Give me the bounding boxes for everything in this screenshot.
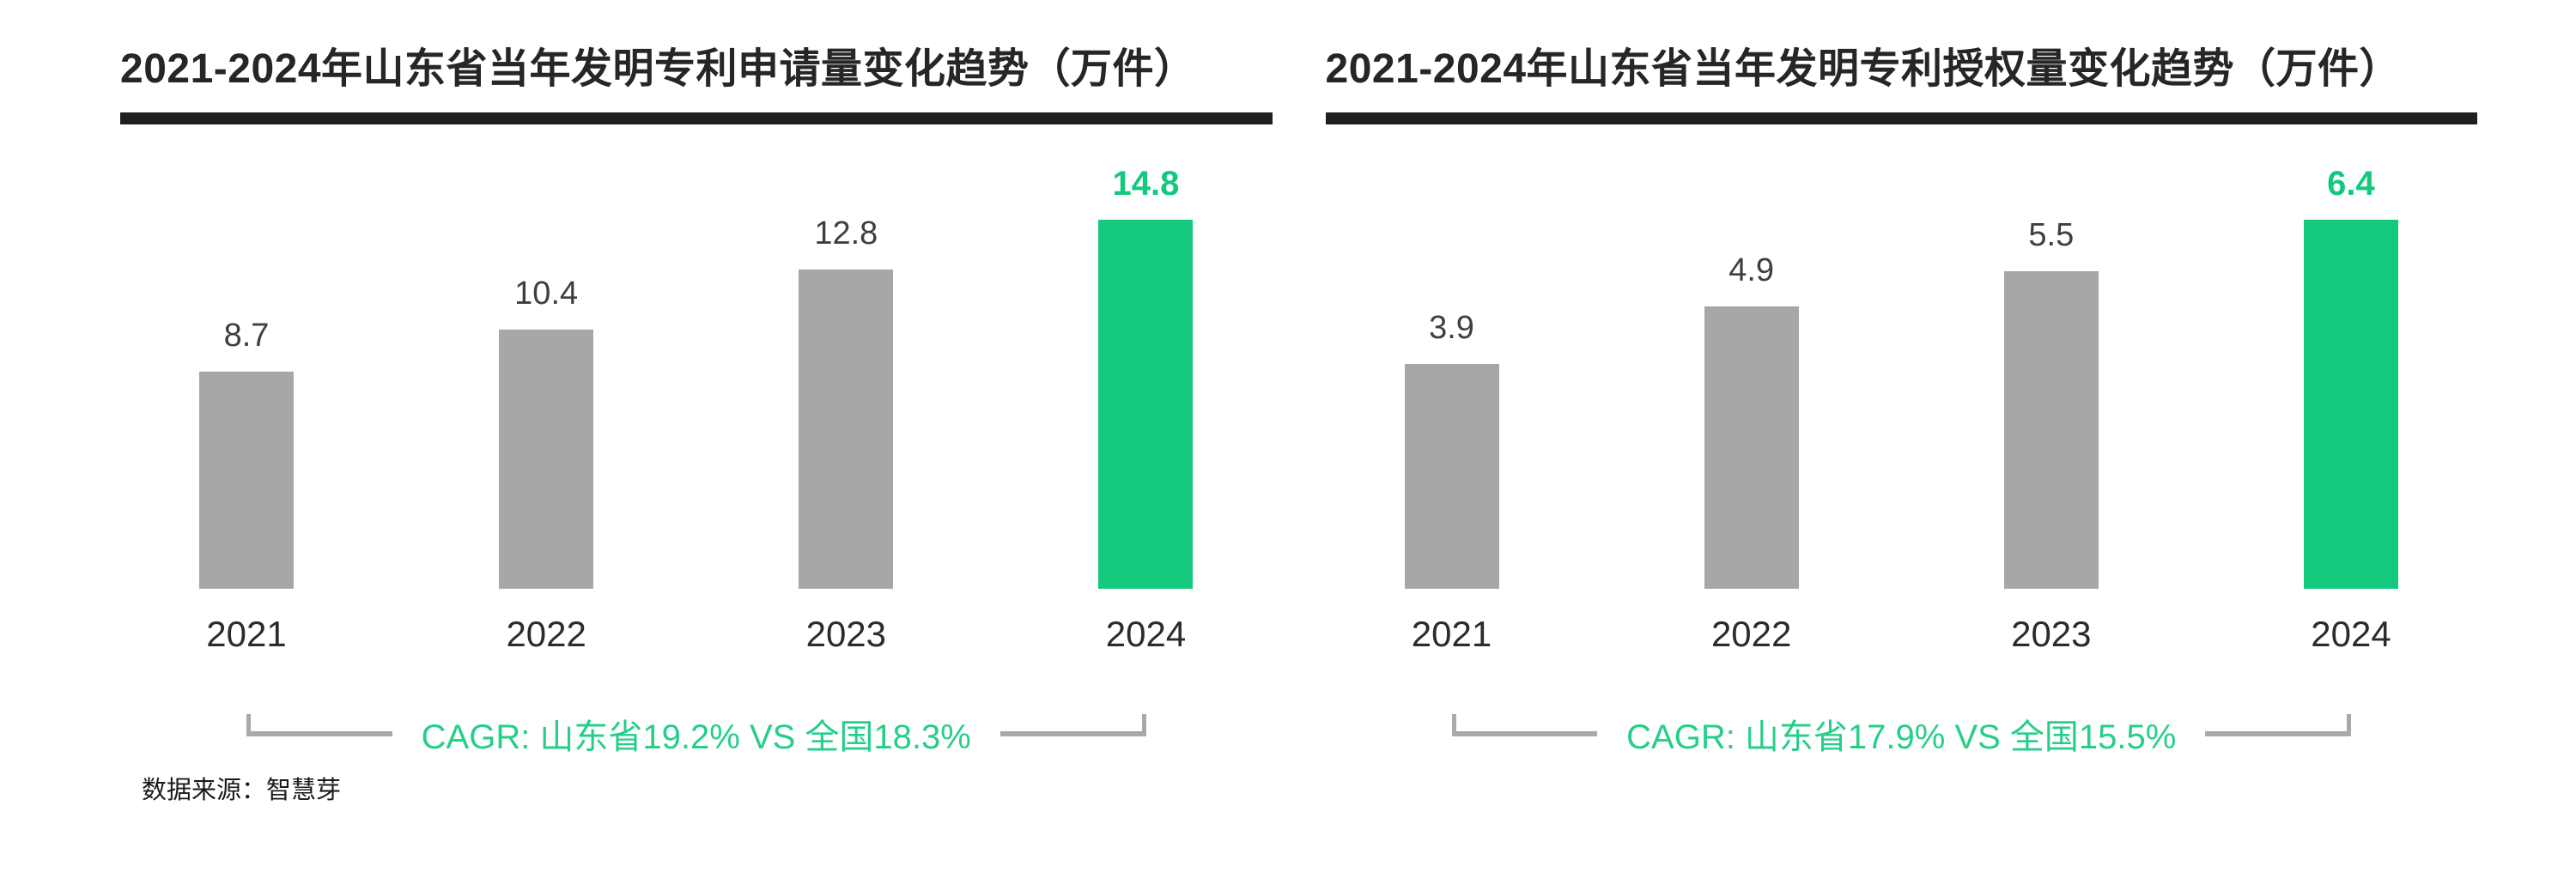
- x-axis-label: 2021: [1411, 614, 1492, 654]
- bar-value-label: 12.8: [814, 215, 878, 251]
- bar-2021: [199, 372, 294, 589]
- patent-application-chart: 2021-2024年山东省当年发明专利申请量变化趋势（万件） 8.7 2021 …: [120, 47, 1273, 758]
- source-note: 数据来源：智慧芽: [142, 777, 342, 804]
- x-axis-label: 2024: [2311, 614, 2391, 654]
- cagr-bracket: CAGR: 山东省19.2% VS 全国18.3%: [246, 710, 1146, 758]
- bracket-right-line: [2205, 731, 2347, 736]
- bar-value-label: 5.5: [2028, 217, 2075, 253]
- charts-container: 2021-2024年山东省当年发明专利申请量变化趋势（万件） 8.7 2021 …: [120, 46, 2478, 758]
- bar-value-label: 14.8: [1112, 165, 1180, 203]
- bracket-right-tick: [1141, 714, 1146, 736]
- bracket-left-tick: [246, 714, 251, 736]
- cagr-label: CAGR: 山东省17.9% VS 全国15.5%: [1626, 718, 2177, 756]
- bracket-left-line: [1455, 731, 1598, 736]
- bracket-left-tick: [1451, 714, 1456, 736]
- title-underline: [120, 112, 1273, 124]
- bar-group-2023: 5.5 2023: [2003, 216, 2099, 654]
- chart-title-grants: 2021-2024年山东省当年发明专利授权量变化趋势（万件）: [1325, 46, 2402, 92]
- bar-value-label: 10.4: [514, 276, 579, 312]
- bar-2023: [799, 269, 894, 589]
- bar-plot-area: 3.9 2021 4.9 2022 5.5 2023 6.4 2024: [1326, 124, 2478, 654]
- x-axis-label: 2022: [506, 614, 586, 654]
- bar-group-2021: 8.7 2021: [199, 317, 294, 654]
- bracket-right-line: [999, 731, 1142, 736]
- bracket-right-tick: [2347, 714, 2351, 736]
- bar-plot-area: 8.7 2021 10.4 2022 12.8 2023 14.8 2024: [120, 124, 1273, 654]
- bar-group-2024-highlight: 14.8 2024: [1098, 165, 1194, 654]
- cagr-label: CAGR: 山东省19.2% VS 全国18.3%: [421, 718, 971, 756]
- x-axis-label: 2024: [1105, 614, 1187, 654]
- bar-2022: [1704, 306, 1799, 589]
- bar-group-2021: 3.9 2021: [1404, 309, 1499, 654]
- bar-group-2023: 12.8 2023: [799, 215, 894, 654]
- bar-2024: [2303, 220, 2398, 589]
- bar-group-2022: 10.4 2022: [499, 275, 594, 654]
- bar-group-2022: 4.9 2022: [1704, 251, 1799, 654]
- cagr-bracket: CAGR: 山东省17.9% VS 全国15.5%: [1451, 710, 2351, 758]
- bar-2023: [2003, 271, 2099, 589]
- bar-value-label: 4.9: [1728, 252, 1775, 288]
- bar-value-label: 8.7: [223, 318, 270, 354]
- bar-2022: [499, 330, 594, 589]
- x-axis-label: 2023: [2011, 614, 2092, 654]
- bar-2021: [1404, 364, 1499, 589]
- x-axis-label: 2023: [805, 614, 887, 654]
- x-axis-label: 2022: [1710, 614, 1792, 654]
- x-axis-label: 2021: [206, 614, 287, 654]
- bar-group-2024-highlight: 6.4 2024: [2303, 165, 2398, 654]
- title-underline: [1325, 112, 2477, 124]
- bar-value-label: 6.4: [2327, 165, 2375, 203]
- bar-2024: [1098, 220, 1194, 589]
- patent-grant-chart: 2021-2024年山东省当年发明专利授权量变化趋势（万件） 3.9 2021 …: [1325, 46, 2478, 758]
- bracket-left-line: [251, 731, 392, 736]
- bar-value-label: 3.9: [1429, 310, 1474, 346]
- chart-title-applications: 2021-2024年山东省当年发明专利申请量变化趋势（万件）: [120, 46, 1196, 92]
